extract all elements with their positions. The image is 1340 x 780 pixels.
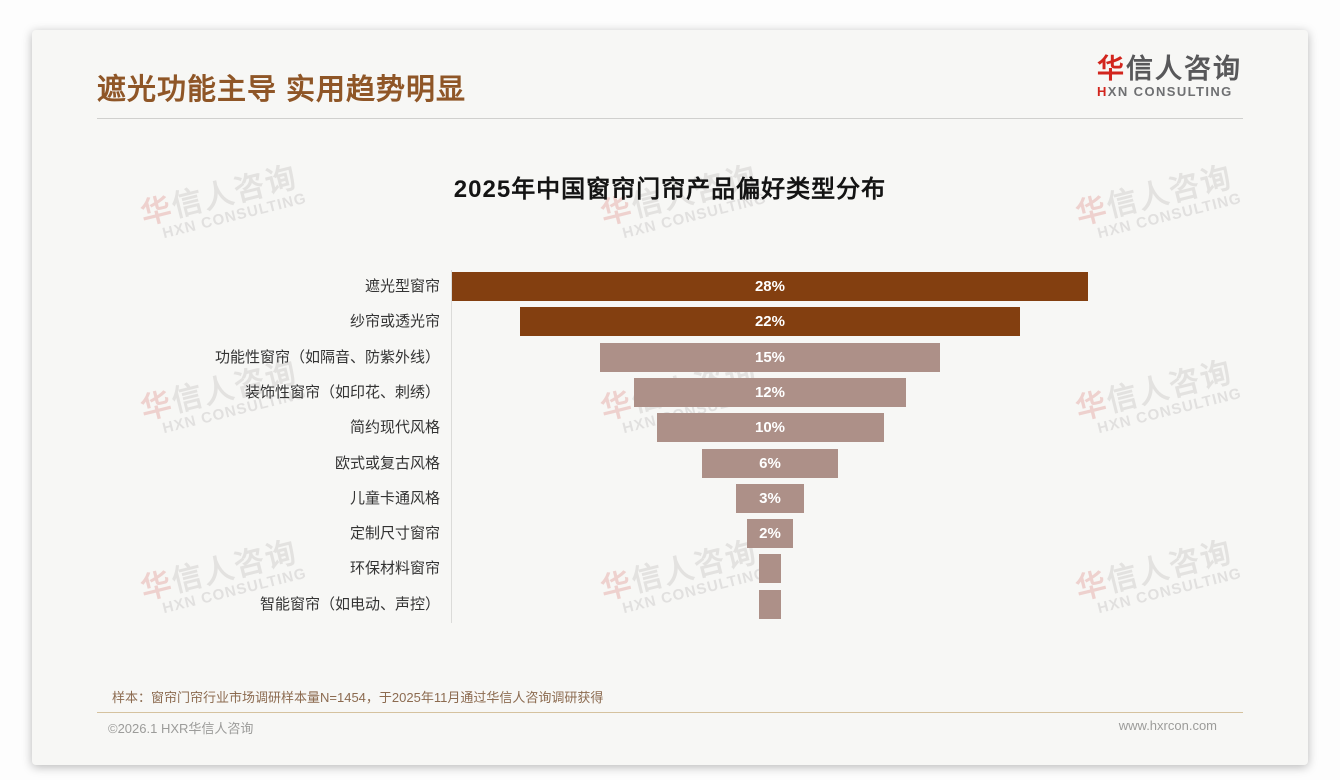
logo-chinese-text: 华信人咨询 <box>1097 54 1242 84</box>
funnel-bar: 6% <box>701 448 839 478</box>
website-url: www.hxrcon.com <box>1118 718 1217 733</box>
sample-note: 样本：窗帘门帘行业市场调研样本量N=1454，于2025年11月通过华信人咨询调… <box>112 690 604 705</box>
category-label: 遮光型窗帘 <box>364 278 440 295</box>
category-label: 定制尺寸窗帘 <box>349 525 440 543</box>
funnel-bar: 3% <box>735 483 805 513</box>
page-title: 遮光功能主导 实用趋势明显 <box>97 74 467 106</box>
category-label: 功能性窗帘（如隔音、防紫外线） <box>214 348 440 366</box>
category-label: 智能窗帘（如电动、声控） <box>259 595 440 613</box>
funnel-bar: 10% <box>656 413 884 443</box>
header-divider <box>97 118 1243 119</box>
funnel-bar: 28% <box>452 272 1088 301</box>
y-axis-line <box>451 270 452 623</box>
category-label: 纱帘或透光帘 <box>349 313 440 331</box>
funnel-bar <box>758 589 782 619</box>
category-label: 欧式或复古风格 <box>334 454 440 472</box>
category-label: 环保材料窗帘 <box>349 560 440 578</box>
brand-logo: 华信人咨询 HXN CONSULTING <box>1097 54 1242 99</box>
funnel-bar: 12% <box>633 377 907 407</box>
category-label: 简约现代风格 <box>349 419 440 437</box>
funnel-bar: 15% <box>599 342 941 372</box>
funnel-bar: 2% <box>747 519 793 549</box>
logo-english-text: HXN CONSULTING <box>1097 84 1233 99</box>
funnel-bar <box>758 554 782 584</box>
footer-divider <box>97 712 1243 713</box>
chart-title: 2025年中国窗帘门帘产品偏好类型分布 <box>453 176 887 203</box>
category-label: 儿童卡通风格 <box>349 489 440 507</box>
slide-card: 华信人咨询 HXN CONSULTING 华信人咨询 HXN CONSULTING 华信… <box>32 30 1308 765</box>
category-label: 装饰性窗帘（如印花、刺绣） <box>244 383 440 401</box>
funnel-bar: 22% <box>520 307 1020 337</box>
copyright-text: ©2026.1 HXR华信人咨询 <box>108 721 254 736</box>
